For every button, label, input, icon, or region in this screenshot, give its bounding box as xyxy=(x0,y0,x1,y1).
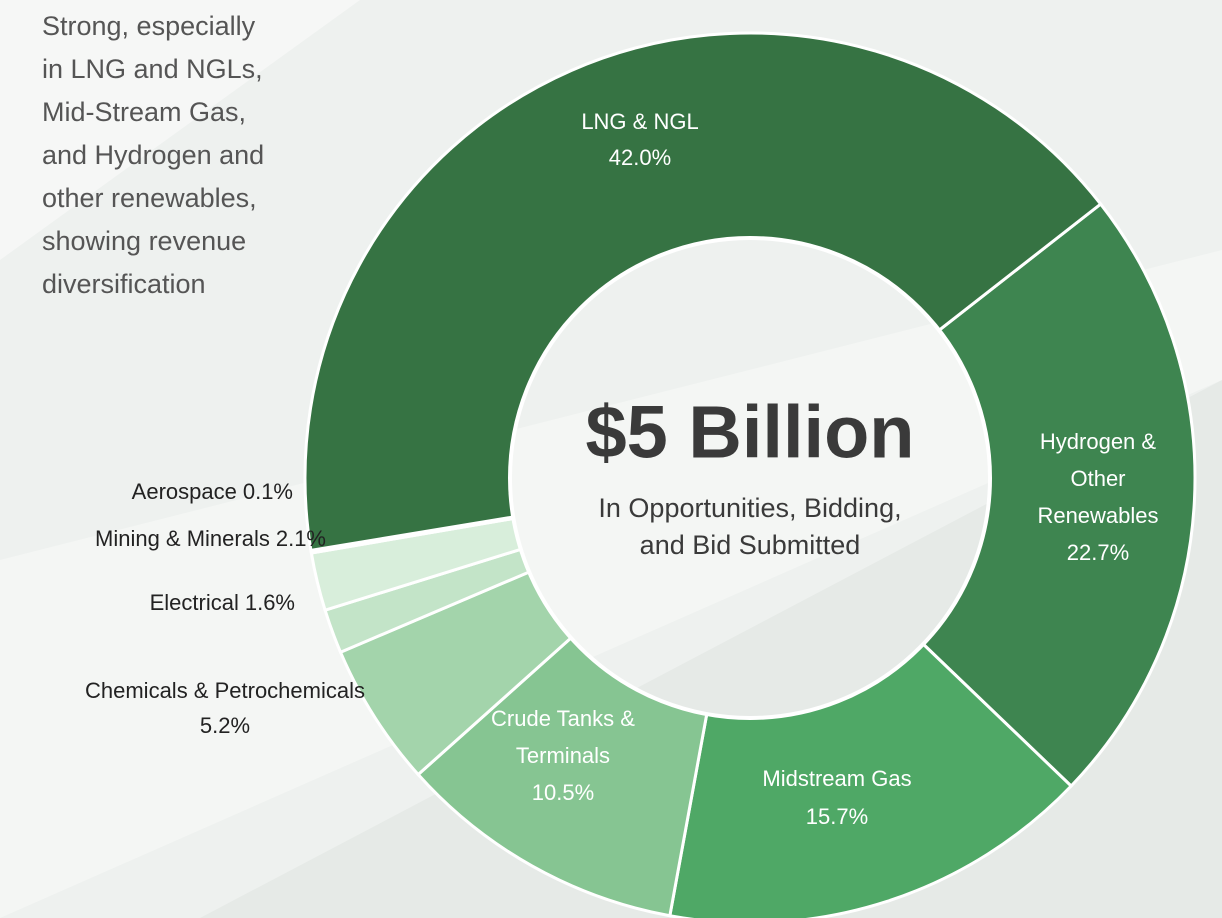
slice-value: 1.6% xyxy=(245,590,295,615)
slice-name-line: Renewables xyxy=(1037,503,1158,528)
slice-label: Crude Tanks & Terminals 10.5% xyxy=(491,706,635,805)
slice-name-line: Terminals xyxy=(516,743,610,768)
background-shape xyxy=(0,0,360,260)
annotation: diversification xyxy=(42,269,206,299)
annotation: showing revenue xyxy=(42,226,246,256)
center-title: $5 Billion xyxy=(586,391,915,474)
slice-name-line: Hydrogen & xyxy=(1040,429,1157,454)
inner-ring xyxy=(508,236,992,720)
slice-value: 2.1% xyxy=(276,526,326,551)
slice-value: 0.1% xyxy=(243,479,293,504)
slice-name: Mining & Minerals xyxy=(95,526,270,551)
slice-value: 22.7% xyxy=(1067,540,1129,565)
slice-name: LNG & NGL xyxy=(581,109,698,134)
center-subtitle: and Bid Submitted xyxy=(640,530,861,560)
slice-label: LNG & NGL 42.0% xyxy=(581,109,698,170)
slice-name: Midstream Gas xyxy=(762,766,911,791)
slice-value: 5.2% xyxy=(200,713,250,738)
slice-name-line: LNG & NGL xyxy=(581,109,698,134)
slice-name: Aerospace xyxy=(132,479,237,504)
annotation: Mid-Stream Gas, xyxy=(42,97,246,127)
annotation: Strong, especially xyxy=(42,11,256,41)
slice-name-line: Midstream Gas xyxy=(762,766,911,791)
slice-name-line: Other xyxy=(1070,466,1125,491)
annotation: in LNG and NGLs, xyxy=(42,54,263,84)
slice-name: Hydrogen & Other Renewables xyxy=(1037,429,1158,528)
slice-label: Electrical 1.6% xyxy=(150,590,295,615)
slice-name: Chemicals & Petrochemicals xyxy=(85,678,365,703)
slice-label: Aerospace 0.1% xyxy=(132,479,293,504)
slice-name-line: Chemicals & Petrochemicals xyxy=(85,678,365,703)
slice-label: Chemicals & Petrochemicals 5.2% xyxy=(85,678,365,738)
slice-name: Crude Tanks & Terminals xyxy=(491,706,635,768)
slice-name: Electrical xyxy=(150,590,239,615)
center-subtitle: In Opportunities, Bidding, xyxy=(598,493,901,523)
slice-value: 15.7% xyxy=(806,804,868,829)
slice-value: 42.0% xyxy=(609,145,671,170)
slice-label: Mining & Minerals 2.1% xyxy=(95,526,326,551)
slice-label: Midstream Gas 15.7% xyxy=(762,766,911,829)
slice-name-line: Crude Tanks & xyxy=(491,706,635,731)
annotation: and Hydrogen and xyxy=(42,140,264,170)
annotation: other renewables, xyxy=(42,183,257,213)
slice-label: Hydrogen & Other Renewables 22.7% xyxy=(1037,429,1158,565)
slice-value: 10.5% xyxy=(532,780,594,805)
background-shape xyxy=(0,250,1222,918)
